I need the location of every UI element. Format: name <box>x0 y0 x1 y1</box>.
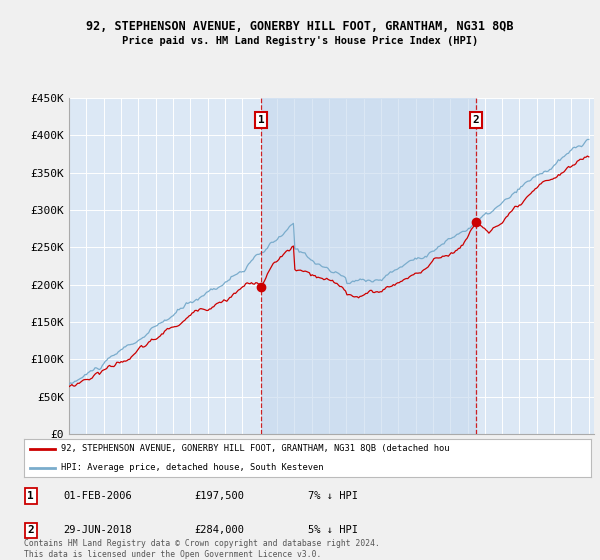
Text: 1: 1 <box>28 491 34 501</box>
Text: 5% ↓ HPI: 5% ↓ HPI <box>308 525 358 535</box>
Text: £284,000: £284,000 <box>194 525 244 535</box>
Text: 92, STEPHENSON AVENUE, GONERBY HILL FOOT, GRANTHAM, NG31 8QB (detached hou: 92, STEPHENSON AVENUE, GONERBY HILL FOOT… <box>61 444 449 453</box>
Text: 1: 1 <box>257 115 265 125</box>
Text: Contains HM Land Registry data © Crown copyright and database right 2024.
This d: Contains HM Land Registry data © Crown c… <box>24 539 380 559</box>
Text: £197,500: £197,500 <box>194 491 244 501</box>
Text: 01-FEB-2006: 01-FEB-2006 <box>64 491 133 501</box>
Text: 29-JUN-2018: 29-JUN-2018 <box>64 525 133 535</box>
Bar <box>261 98 476 434</box>
Text: 92, STEPHENSON AVENUE, GONERBY HILL FOOT, GRANTHAM, NG31 8QB: 92, STEPHENSON AVENUE, GONERBY HILL FOOT… <box>86 20 514 32</box>
Text: Price paid vs. HM Land Registry's House Price Index (HPI): Price paid vs. HM Land Registry's House … <box>122 36 478 46</box>
Text: 2: 2 <box>473 115 479 125</box>
Text: 7% ↓ HPI: 7% ↓ HPI <box>308 491 358 501</box>
Text: 2: 2 <box>28 525 34 535</box>
Text: HPI: Average price, detached house, South Kesteven: HPI: Average price, detached house, Sout… <box>61 463 323 472</box>
